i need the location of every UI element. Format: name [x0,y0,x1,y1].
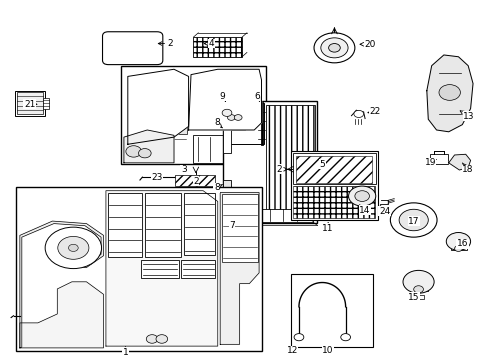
Text: 15: 15 [407,293,419,302]
Bar [429,154,447,164]
Circle shape [157,176,161,179]
Circle shape [438,85,459,100]
Circle shape [146,335,158,343]
Circle shape [68,244,78,251]
Bar [292,153,375,184]
Circle shape [340,334,350,341]
Bar [193,135,261,163]
Circle shape [58,237,89,259]
Bar [181,260,215,278]
Text: 16: 16 [456,239,467,248]
Bar [224,103,264,144]
Bar [222,180,231,196]
Bar [141,260,179,278]
Bar [292,186,374,217]
Text: 13: 13 [459,111,474,121]
Bar [225,208,312,222]
Circle shape [320,38,347,58]
Bar [290,274,372,347]
Circle shape [408,216,418,224]
Text: 12: 12 [286,346,297,355]
Text: 21: 21 [24,100,37,109]
Text: 8: 8 [213,183,222,192]
Text: 17: 17 [407,217,419,226]
Bar [175,175,215,186]
Text: 18: 18 [462,163,473,175]
Circle shape [398,209,427,231]
Bar [222,116,231,153]
Text: 8: 8 [213,118,222,128]
Text: 10: 10 [322,346,333,355]
Circle shape [156,335,167,343]
Circle shape [348,186,375,206]
Bar [266,105,314,217]
Bar [222,102,317,223]
Bar [15,91,45,116]
Polygon shape [448,154,469,170]
Text: 24: 24 [378,206,389,216]
Polygon shape [127,69,188,144]
Circle shape [389,203,436,237]
Circle shape [353,111,363,117]
Bar [413,295,424,298]
Bar [450,245,466,249]
Bar [290,152,377,220]
Bar [225,105,245,130]
Circle shape [313,33,354,63]
Text: 19: 19 [424,158,436,167]
Text: 23: 23 [151,173,163,182]
Polygon shape [20,221,103,348]
Circle shape [45,227,102,269]
Text: 9: 9 [219,91,225,102]
Circle shape [328,44,340,52]
Text: 2: 2 [193,176,198,185]
Text: 20: 20 [359,40,375,49]
Circle shape [454,246,461,251]
Bar [108,193,142,257]
Polygon shape [106,191,217,346]
Text: 14: 14 [359,205,370,215]
Polygon shape [426,55,472,132]
Circle shape [413,286,423,293]
Circle shape [125,146,141,157]
Bar [409,287,427,292]
FancyBboxPatch shape [102,32,163,64]
Circle shape [138,149,151,158]
Circle shape [354,191,369,202]
Bar [16,187,261,351]
Bar [295,156,371,183]
Bar [183,193,215,255]
Text: 4: 4 [203,39,214,48]
Text: 3: 3 [181,166,186,175]
Text: 6: 6 [254,91,260,102]
Bar [130,127,187,134]
Bar [222,194,258,262]
Circle shape [234,114,242,120]
Polygon shape [220,193,259,344]
Bar [17,93,43,114]
Circle shape [293,334,303,341]
Circle shape [222,109,231,116]
Circle shape [402,270,433,293]
Bar [120,66,266,164]
Bar [43,98,49,109]
Text: 2: 2 [158,39,173,48]
Text: 11: 11 [322,223,333,233]
Text: 7: 7 [228,221,234,230]
Bar [193,37,242,57]
Polygon shape [123,130,174,163]
Text: 2: 2 [276,165,287,174]
Circle shape [446,233,469,250]
Text: 5: 5 [319,160,325,169]
Circle shape [227,114,235,120]
Polygon shape [188,69,261,130]
Text: 22: 22 [367,107,380,116]
Bar [356,200,369,205]
Text: 1: 1 [122,347,128,357]
Polygon shape [20,282,103,348]
Bar [144,193,181,257]
